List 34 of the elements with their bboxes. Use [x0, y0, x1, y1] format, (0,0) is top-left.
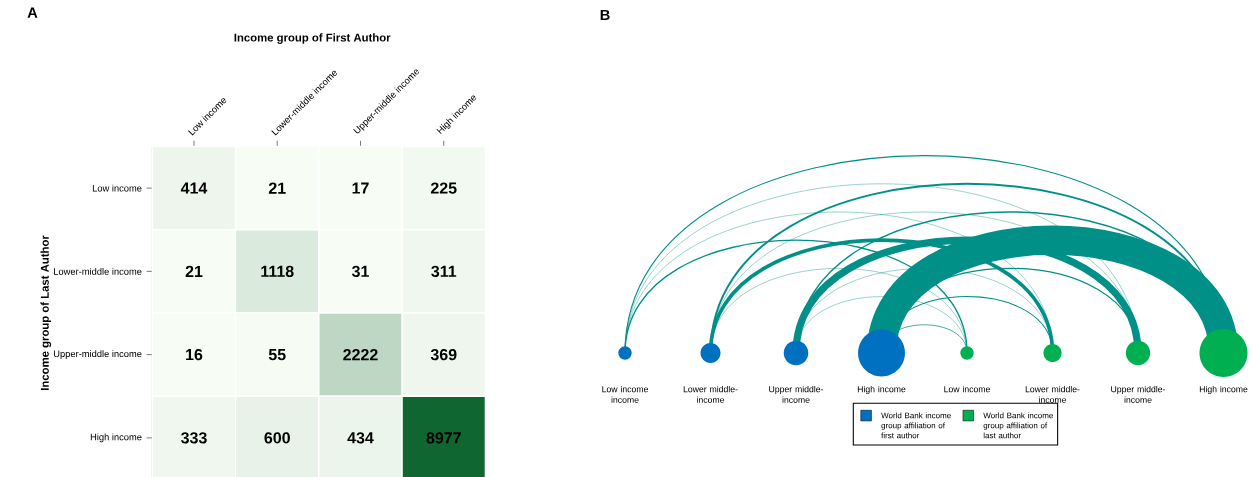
category-label: High income — [1199, 385, 1248, 394]
data-label: 21 — [185, 265, 203, 277]
data-label: 55 — [268, 349, 286, 361]
y-tick-label: Upper-middle income — [53, 350, 142, 359]
category-label: Upper middle-income — [769, 385, 824, 403]
data-label: 600 — [264, 432, 290, 444]
data-label: 1118 — [261, 265, 294, 278]
y-tick-label: High income — [90, 433, 142, 443]
y-tick-label: Lower-middle income — [54, 267, 142, 275]
text: A — [27, 7, 38, 18]
y-axis-title: Income group of Last Author — [40, 235, 52, 390]
data-label: 369 — [430, 348, 457, 361]
data-label: 8977 — [426, 432, 461, 444]
category-label: Low income income — [602, 385, 648, 403]
x-axis-title: Income group of First Author — [234, 33, 391, 44]
category-label: High income — [857, 385, 906, 394]
data-label: 31 — [351, 265, 369, 278]
y-tick-label: Low income — [92, 184, 142, 192]
data-label: 434 — [347, 432, 374, 444]
data-label: 17 — [352, 182, 369, 194]
text: B — [600, 9, 610, 21]
data-label: 21 — [268, 182, 286, 194]
text: World Bank income group affiliation of last author — [983, 412, 1053, 439]
category-label: Upper middle-income — [1111, 385, 1166, 403]
data-label: 16 — [186, 348, 203, 361]
data-label: 311 — [431, 265, 457, 278]
category-label: Lower middle-income — [683, 385, 738, 403]
data-label: 333 — [181, 432, 207, 444]
category-label: Low income — [944, 385, 990, 393]
text: World Bank income group affiliation of first author — [881, 412, 951, 439]
data-label: 414 — [180, 182, 208, 194]
data-label: 2222 — [343, 349, 378, 361]
category-label: Lower middle-income — [1025, 385, 1080, 403]
data-label: 225 — [430, 182, 457, 194]
